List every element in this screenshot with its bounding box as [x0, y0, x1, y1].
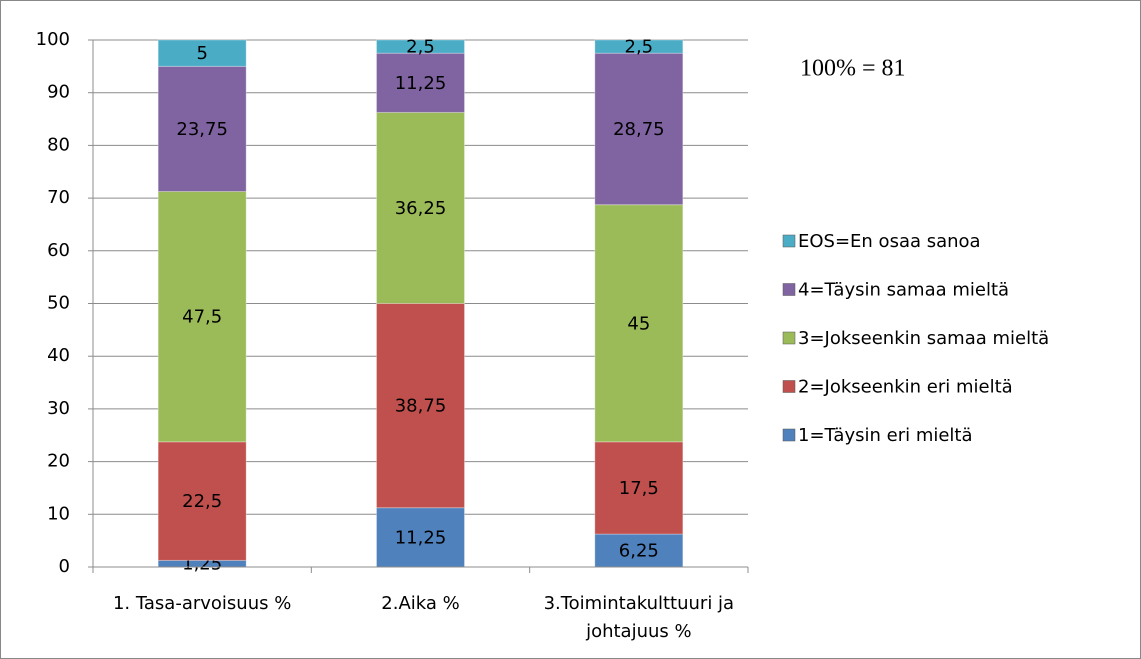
y-tick-label: 40: [47, 345, 70, 366]
data-label: 47,5: [182, 307, 222, 328]
y-tick-label: 90: [47, 82, 70, 103]
legend-label: 4=Täysin samaa mieltä: [798, 280, 1009, 301]
bar-segment: [376, 52, 465, 113]
y-tick-label: 20: [47, 451, 70, 472]
bar-segment: [157, 441, 247, 561]
data-label: 36,25: [395, 198, 447, 219]
data-label: 11,25: [395, 73, 447, 94]
annotation: 100% = 81: [800, 56, 906, 82]
bar-segment: [157, 39, 247, 67]
bar-segment: [594, 39, 684, 54]
legend-swatch: [782, 283, 796, 296]
legend-label: 2=Jokseenkin eri mieltä: [798, 377, 1013, 398]
x-tick-label: 2.Aika %: [381, 593, 460, 614]
legend-swatch: [782, 428, 796, 442]
data-label: 23,75: [176, 119, 228, 140]
data-label: 22,5: [182, 491, 222, 512]
bar-segment: [376, 39, 465, 54]
bar-segment: [594, 533, 684, 568]
data-label: 45: [627, 313, 650, 334]
legend-swatch: [782, 380, 796, 393]
y-tick-label: 30: [47, 398, 70, 419]
bar-segment: [376, 111, 465, 305]
y-tick-label: 50: [47, 293, 70, 314]
legend-label: 3=Jokseenkin samaa mieltä: [798, 328, 1049, 349]
data-label: 2,5: [625, 37, 654, 58]
data-label: 6,25: [619, 541, 659, 562]
bar-segment: [157, 191, 247, 443]
x-tick-label: 1. Tasa-arvoisuus %: [112, 593, 292, 614]
data-label: 2,5: [406, 37, 435, 58]
y-tick-label: 70: [47, 187, 70, 208]
legend-label: EOS=En osaa sanoa: [798, 231, 981, 252]
x-tick-label: 3.Toimintakulttuuri ja johtajuus %: [543, 593, 735, 642]
data-label: 28,75: [613, 119, 665, 140]
bar-segment: [594, 204, 684, 443]
legend-swatch: [782, 234, 796, 248]
y-tick-label: 80: [47, 134, 70, 155]
data-label: 38,75: [395, 396, 447, 417]
legend-swatch: [782, 331, 796, 345]
bar-segment: [594, 52, 684, 206]
data-label: 17,5: [619, 478, 659, 499]
y-tick-label: 100: [36, 29, 70, 50]
legend-label: 1=Täysin eri mieltä: [798, 425, 973, 446]
y-tick-label: 10: [47, 503, 70, 524]
y-tick-label: 60: [47, 240, 70, 261]
bar-segment: [157, 65, 247, 193]
data-label: 11,25: [395, 527, 447, 548]
bar-segment: [594, 441, 684, 535]
y-tick-label: 0: [59, 556, 70, 577]
data-label: 5: [196, 43, 207, 64]
